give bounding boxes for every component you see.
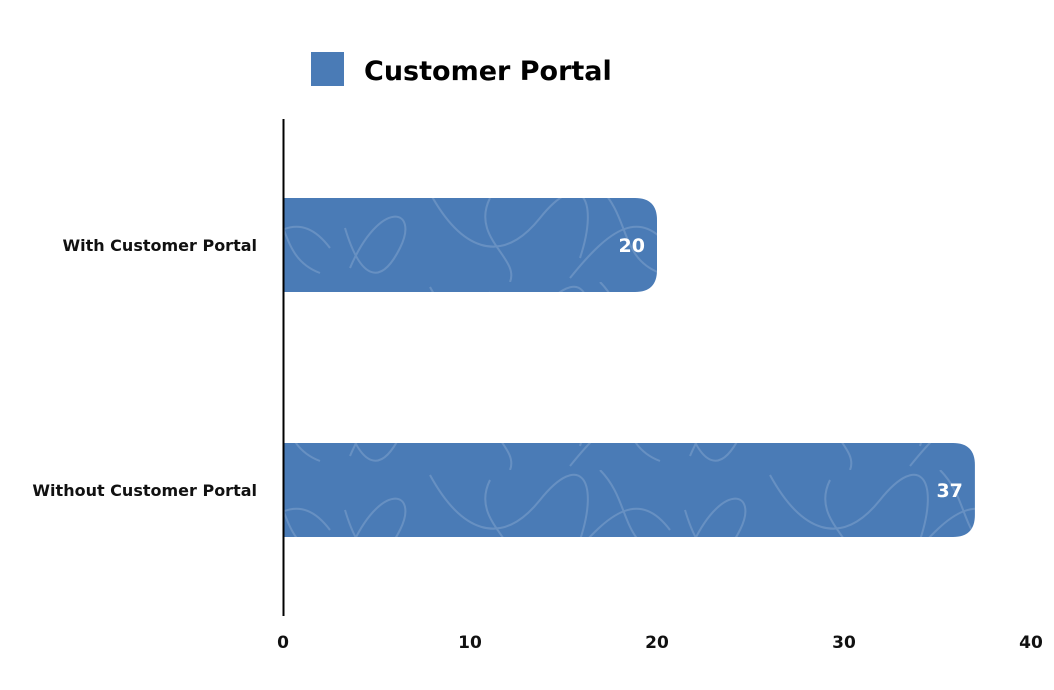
legend-swatch	[311, 52, 344, 86]
x-tick-label-10: 10	[458, 633, 482, 653]
category-label-2: Without Customer Portal	[32, 481, 257, 500]
x-tick-label-30: 30	[832, 633, 856, 653]
x-axis-ticks: 0 10 20 30 40	[277, 633, 1043, 653]
bar-1-value-label: 20	[619, 235, 645, 257]
legend-label: Customer Portal	[364, 56, 612, 87]
bar-1-texture	[283, 198, 657, 292]
bar-2-value-label: 37	[936, 480, 962, 502]
bar-2-texture	[283, 443, 975, 537]
x-tick-label-20: 20	[645, 633, 669, 653]
x-tick-label-40: 40	[1019, 633, 1043, 653]
x-tick-label-0: 0	[277, 633, 289, 653]
category-labels: With Customer Portal Without Customer Por…	[32, 236, 257, 500]
category-label-1: With Customer Portal	[62, 236, 257, 255]
legend: Customer Portal	[311, 52, 612, 87]
